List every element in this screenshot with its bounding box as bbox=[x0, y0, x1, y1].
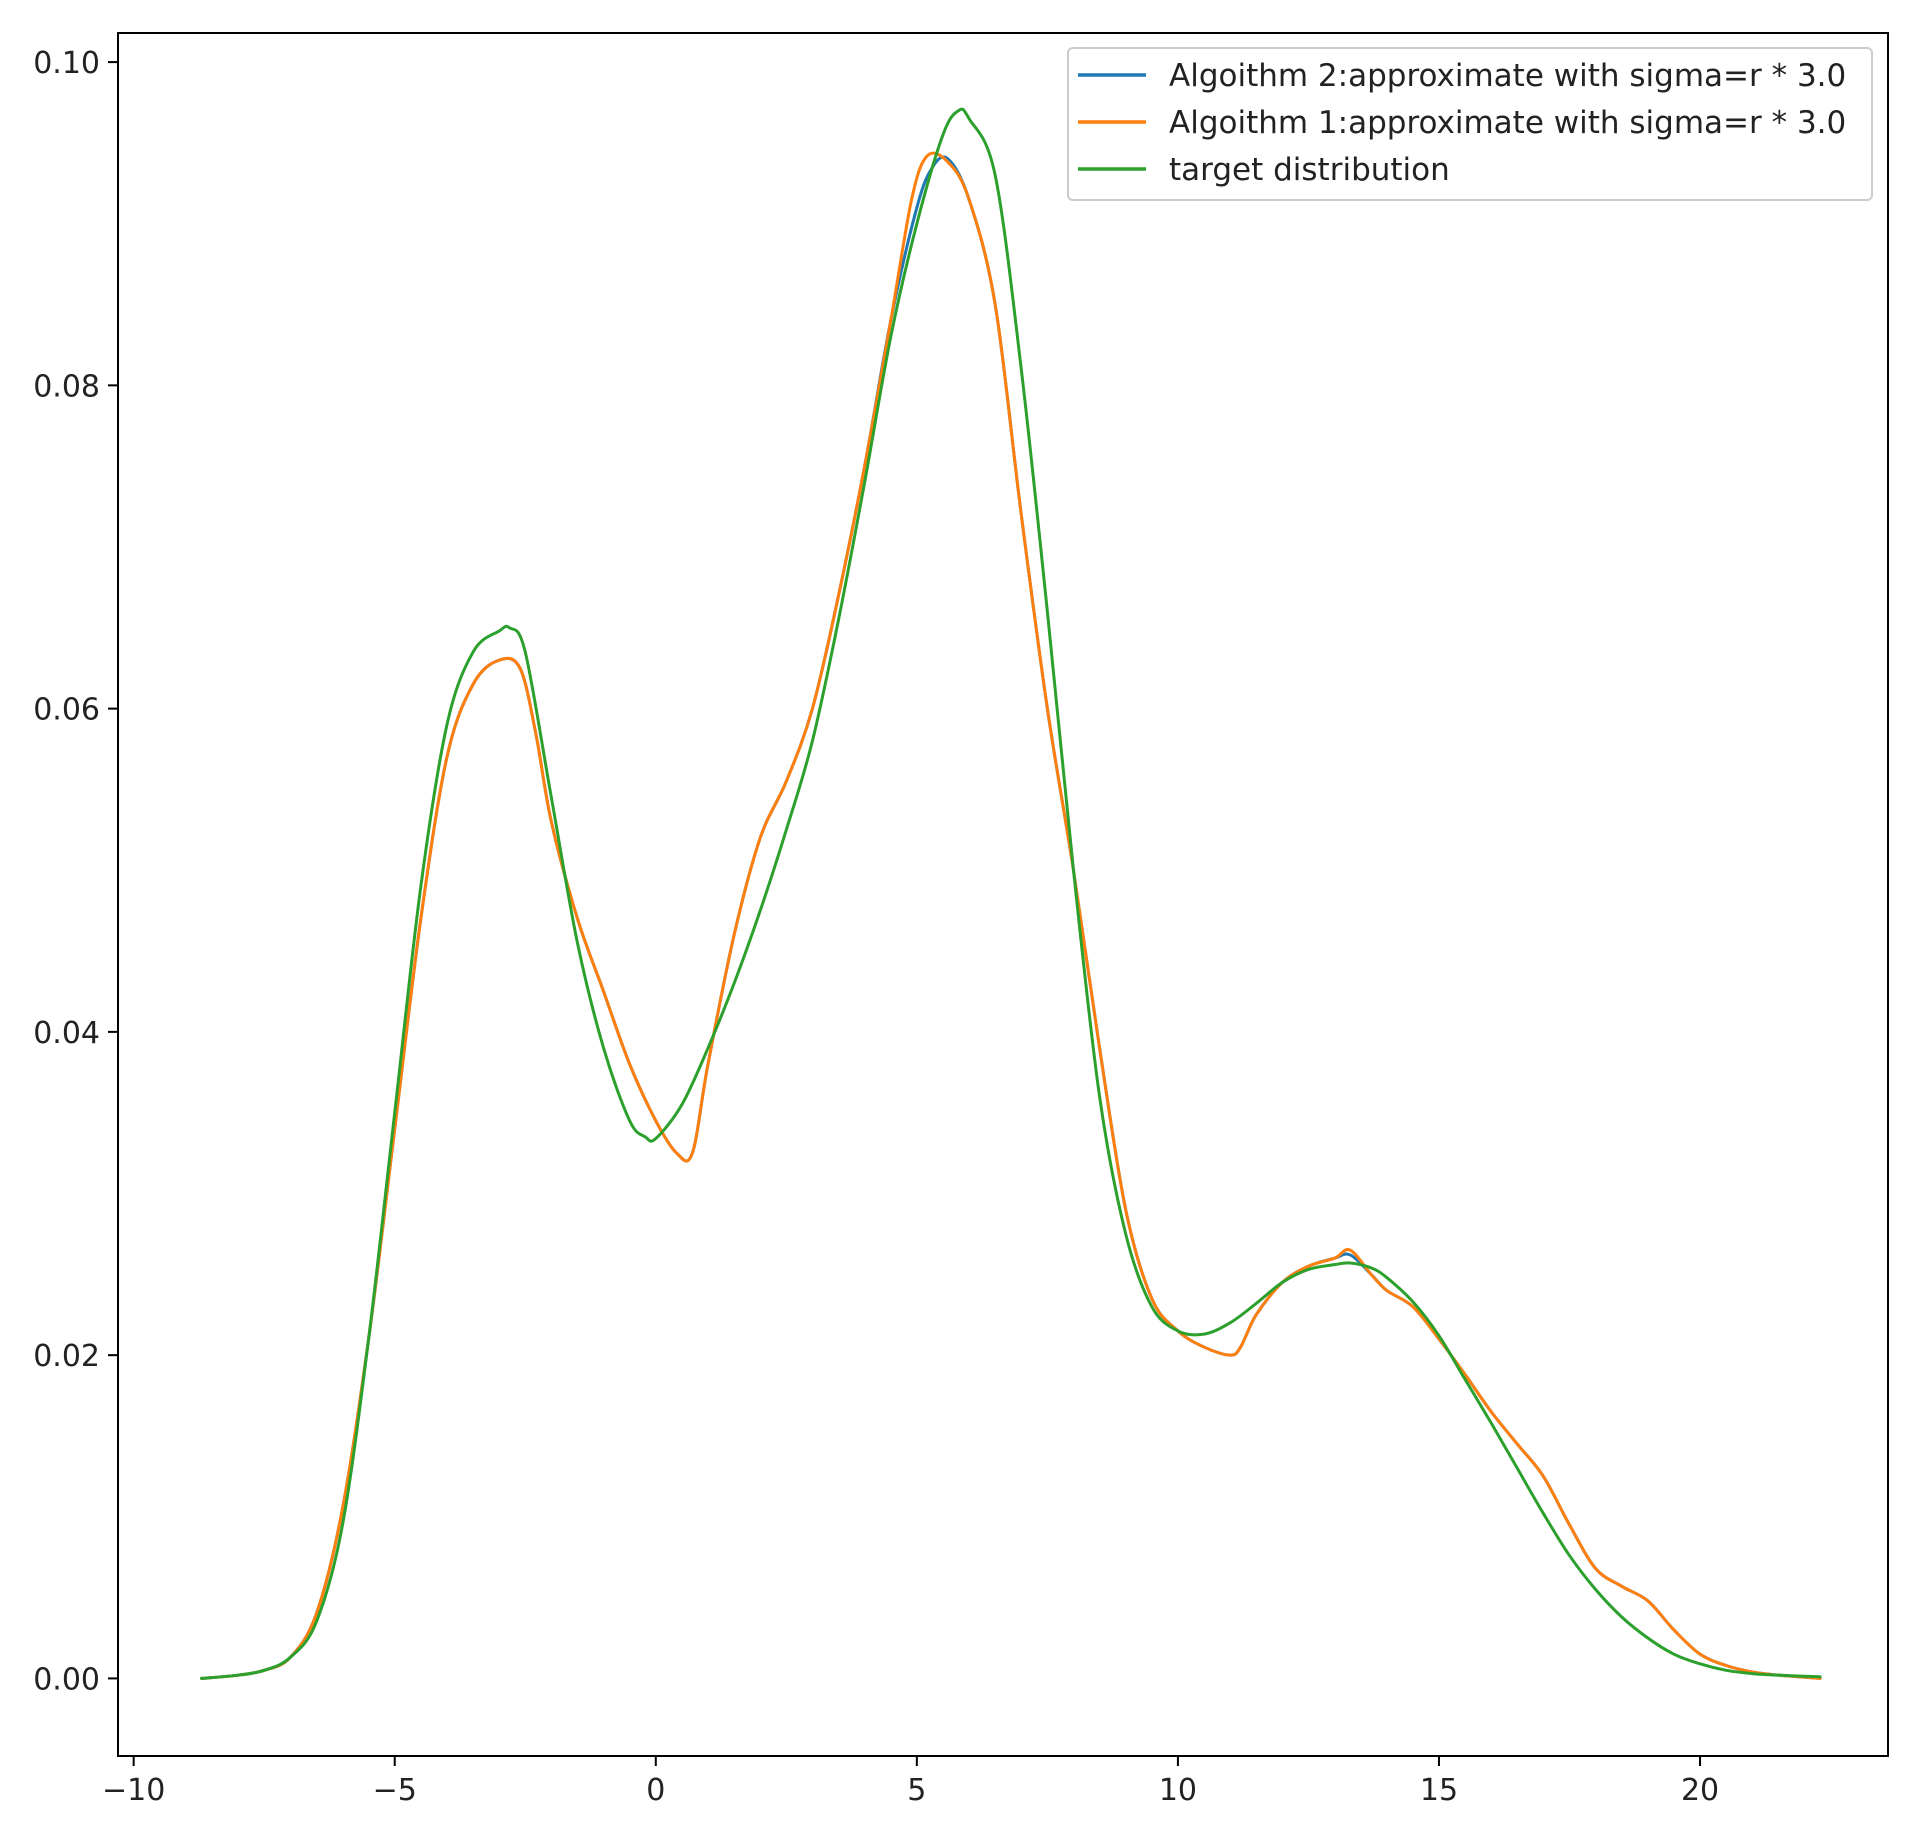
y-tick-label: 0.08 bbox=[33, 369, 100, 404]
x-axis: −10 −5 0 5 10 15 20 bbox=[102, 1756, 1719, 1808]
y-tick-label: 0.00 bbox=[33, 1662, 100, 1697]
x-tick-label: 15 bbox=[1420, 1773, 1458, 1808]
x-tick-label: −5 bbox=[373, 1773, 417, 1808]
x-tick-label: 20 bbox=[1681, 1773, 1719, 1808]
legend-label-3: target distribution bbox=[1169, 152, 1450, 188]
y-tick-label: 0.02 bbox=[33, 1339, 100, 1374]
plot-frame bbox=[117, 32, 1889, 1757]
y-tick-label: 0.10 bbox=[33, 46, 100, 81]
x-tick-label: 5 bbox=[907, 1773, 926, 1808]
x-tick-label: 10 bbox=[1159, 1773, 1197, 1808]
legend: Algoithm 2:approximate with sigma=r * 3.… bbox=[1067, 47, 1873, 201]
x-tick-label: −10 bbox=[102, 1773, 165, 1808]
x-tick-label: 0 bbox=[646, 1773, 665, 1808]
legend-label-1: Algoithm 2:approximate with sigma=r * 3.… bbox=[1169, 58, 1846, 94]
series-line-1 bbox=[200, 155, 1822, 1680]
legend-label-2: Algoithm 1:approximate with sigma=r * 3.… bbox=[1169, 105, 1846, 141]
y-axis: 0.00 0.02 0.04 0.06 0.08 0.10 bbox=[33, 46, 118, 1697]
series-layer bbox=[200, 107, 1822, 1680]
y-tick-label: 0.04 bbox=[33, 1016, 100, 1051]
legend-box bbox=[1067, 47, 1873, 201]
series-line-3 bbox=[200, 107, 1822, 1680]
series-line-2 bbox=[200, 151, 1822, 1680]
y-tick-label: 0.06 bbox=[33, 693, 100, 728]
